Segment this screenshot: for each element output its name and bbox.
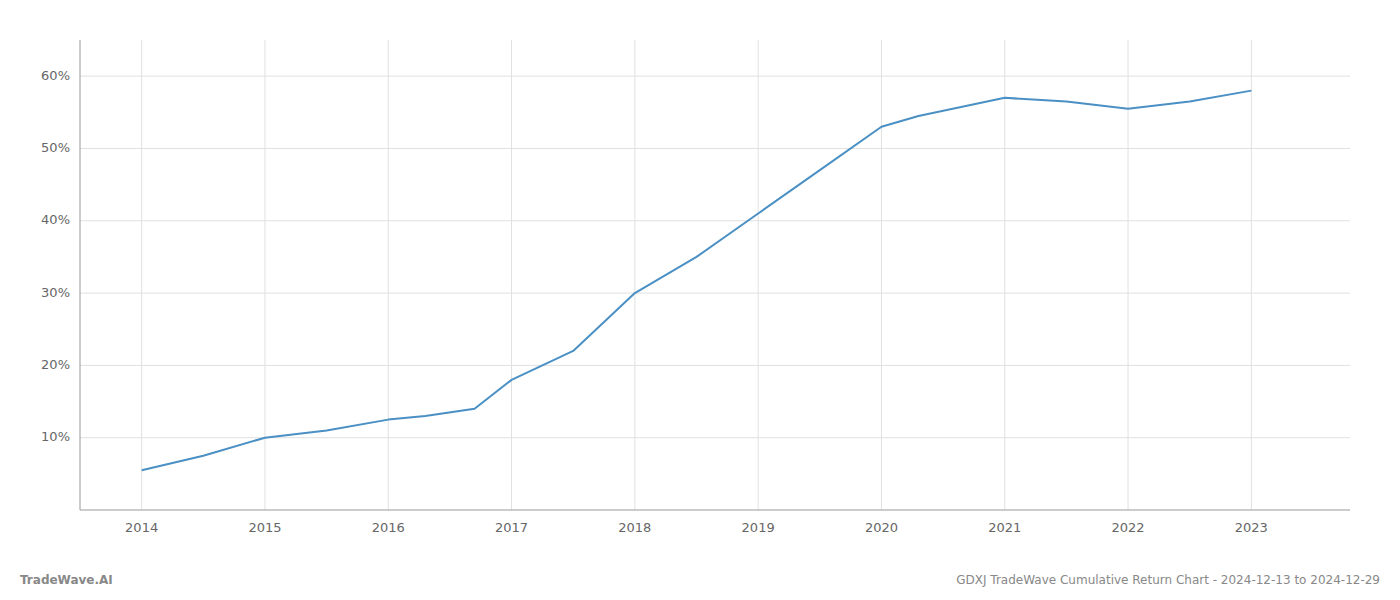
page: {"chart_data": {"type": "line", "x": [20… — [0, 0, 1400, 600]
y-grid-line — [80, 76, 1350, 77]
x-tick-label: 2019 — [742, 520, 775, 535]
x-grid-line — [1251, 40, 1252, 510]
x-grid-line — [881, 40, 882, 510]
x-grid-line — [388, 40, 389, 510]
x-grid-line — [264, 40, 265, 510]
x-tick-label: 2022 — [1112, 520, 1145, 535]
x-tick-label: 2016 — [372, 520, 405, 535]
y-tick-label: 20% — [41, 357, 70, 372]
data-line — [142, 91, 1252, 471]
grid — [80, 40, 1350, 510]
x-grid-line — [634, 40, 635, 510]
x-grid-line — [758, 40, 759, 510]
x-tick-label: 2023 — [1235, 520, 1268, 535]
x-grid-line — [1004, 40, 1005, 510]
footer-right: GDXJ TradeWave Cumulative Return Chart -… — [956, 573, 1380, 587]
x-grid-line — [1128, 40, 1129, 510]
chart-svg: 10% 20% 30% 40% 50% 60% 2014 2015 2016 2017 2018 20… — [0, 0, 1400, 600]
x-tick-label: 2017 — [495, 520, 528, 535]
x-tick-label: 2018 — [618, 520, 651, 535]
chart-container: 10% 20% 30% 40% 50% 60% 2014 2015 2016 2017 2018 20… — [0, 0, 1400, 600]
x-tick-label: 2021 — [988, 520, 1021, 535]
y-tick-label: 60% — [41, 68, 70, 83]
y-grid-line — [80, 148, 1350, 149]
axes: 10% 20% 30% 40% 50% 60% 2014 2015 2016 2017 2018 20… — [41, 40, 1350, 535]
y-tick-label: 30% — [41, 285, 70, 300]
y-axis-line — [80, 40, 81, 510]
y-tick-label: 40% — [41, 212, 70, 227]
y-grid-line — [80, 293, 1350, 294]
y-grid-line — [80, 220, 1350, 221]
footer: TradeWave.AI GDXJ TradeWave Cumulative Re… — [20, 573, 1380, 587]
y-tick-label: 50% — [41, 140, 70, 155]
plot-area — [142, 91, 1252, 471]
x-tick-label: 2014 — [125, 520, 158, 535]
x-grid-line — [141, 40, 142, 510]
x-axis-line — [80, 510, 1350, 511]
x-tick-label: 2020 — [865, 520, 898, 535]
y-tick-label: 10% — [41, 429, 70, 444]
footer-left: TradeWave.AI — [20, 573, 113, 587]
y-grid-line — [80, 365, 1350, 366]
x-tick-label: 2015 — [248, 520, 281, 535]
x-grid-line — [511, 40, 512, 510]
